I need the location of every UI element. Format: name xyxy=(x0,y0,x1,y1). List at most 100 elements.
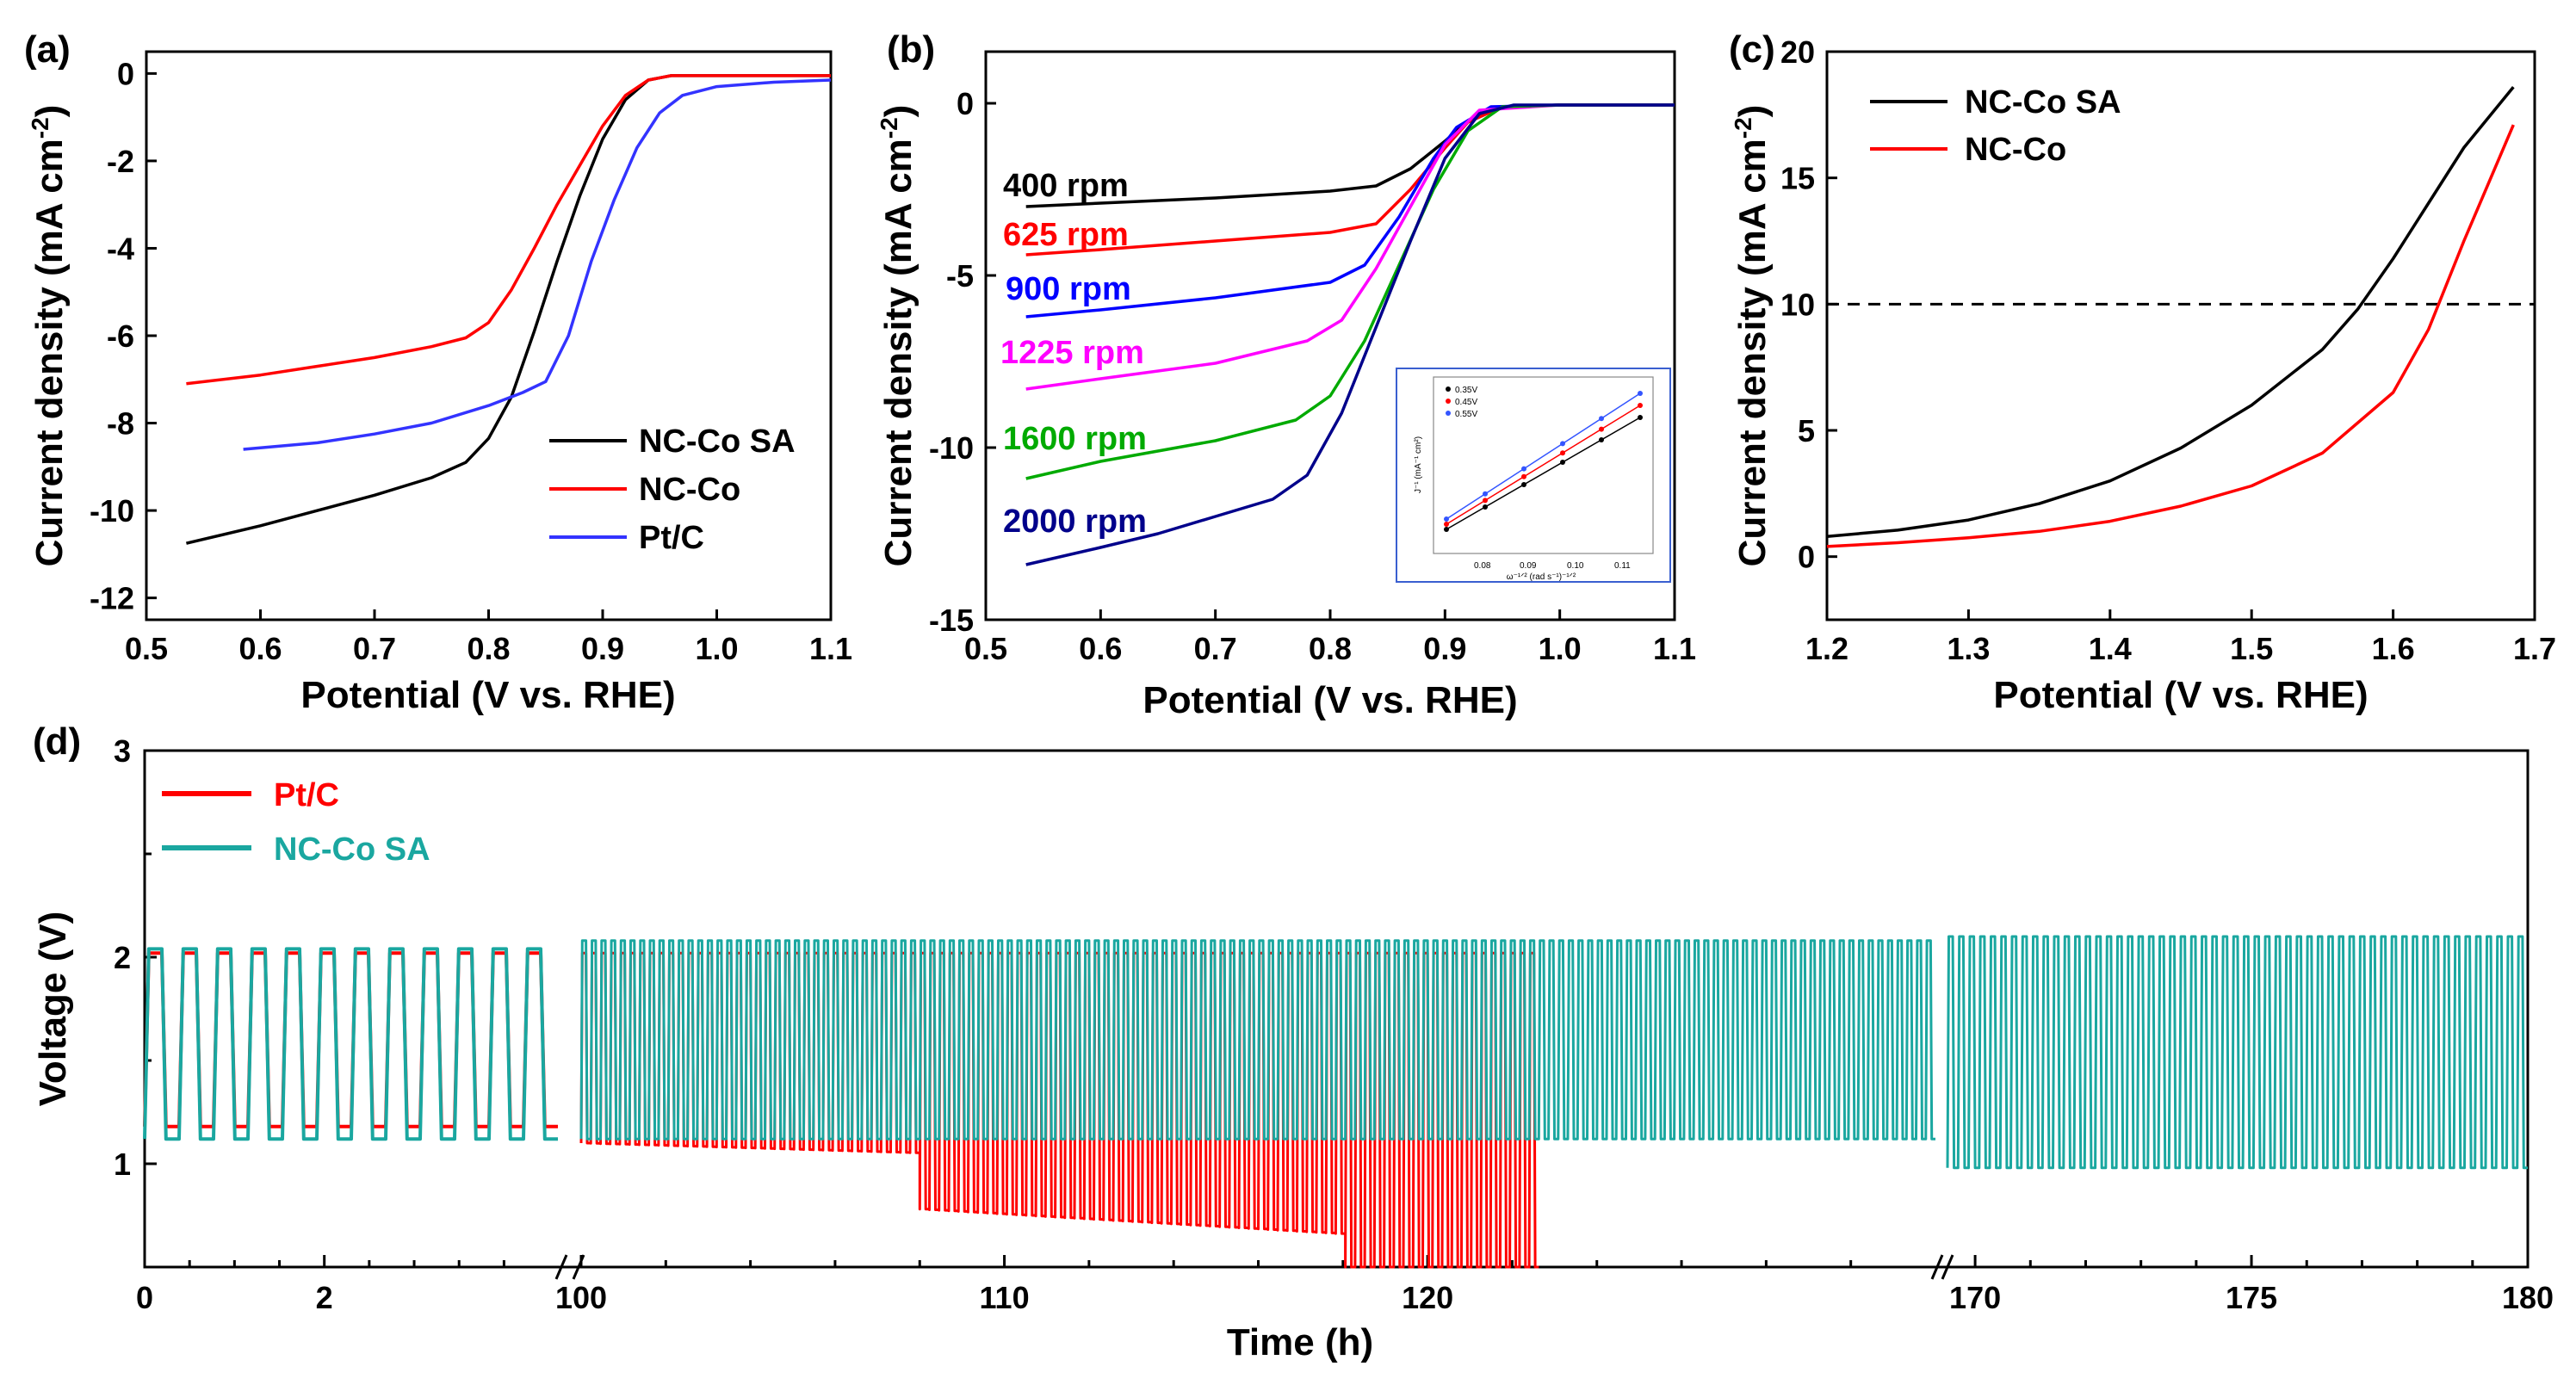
panel-d-ticks: 1 2 3 0 2 100 110 120 170 175 180 xyxy=(114,733,2554,1315)
xtick-label: 1.3 xyxy=(1947,631,1990,666)
panel-d-ylabel: Voltage (V) xyxy=(32,912,74,1107)
panel-a: (a) 0.5 0.6 0.7 0.8 0.9 1.0 1.1 0 -2 -4 -6 -8 -10 -12… xyxy=(24,28,852,716)
xtick-label: 175 xyxy=(2226,1280,2277,1315)
panel-a-xlabel: Potential (V vs. RHE) xyxy=(300,674,675,716)
xtick-label: 0.7 xyxy=(1194,631,1237,666)
xtick-label: 2 xyxy=(316,1280,333,1315)
legend-label-nc-co: NC-Co xyxy=(639,472,740,508)
inset-xtick-2: 0.09 xyxy=(1520,561,1537,571)
series-line-nc-co-sa xyxy=(1826,85,2515,538)
ytick-label: -15 xyxy=(929,603,974,638)
ytick-label: 3 xyxy=(114,733,131,769)
legend-label-pt-c-d: Pt/C xyxy=(274,777,339,813)
panel-c: (c) 1.2 1.3 1.4 1.5 1.6 1.7 0 5 10 15 20 Potential… xyxy=(1729,28,2556,716)
inset-plot-area xyxy=(1433,376,1654,554)
rpm-label-1600: 1600 rpm xyxy=(1003,421,1147,457)
panel-b-series xyxy=(1025,103,1675,566)
panel-a-label: (a) xyxy=(24,28,71,71)
series-nc-co-sa-seg2 xyxy=(579,939,1935,1141)
axis-break-mark xyxy=(572,1254,585,1280)
ytick-label: 20 xyxy=(1780,34,1815,70)
inset-legend-marker-2 xyxy=(1446,399,1451,404)
rpm-label-2000: 2000 rpm xyxy=(1003,504,1147,540)
xtick-label: 1.1 xyxy=(1653,631,1696,666)
ytick-label: -4 xyxy=(107,231,134,266)
panel-c-xlabel: Potential (V vs. RHE) xyxy=(1993,674,2368,716)
axis-break-mark xyxy=(554,1254,568,1280)
xtick-label: 0.9 xyxy=(1423,631,1466,666)
ytick-label: -2 xyxy=(107,144,134,179)
series-line-pt-c xyxy=(243,78,832,451)
panel-b-ylabel: Current density (mA cm-2) xyxy=(876,105,920,567)
xtick-label: 1.1 xyxy=(809,631,852,666)
inset-legend-2: 0.45V xyxy=(1455,398,1477,407)
inset-point xyxy=(1560,441,1565,447)
inset-point xyxy=(1444,522,1449,527)
legend-label-pt-c: Pt/C xyxy=(639,520,704,556)
inset-xtick-3: 0.10 xyxy=(1567,561,1584,571)
inset-point xyxy=(1444,527,1449,532)
xtick-label: 1.6 xyxy=(2372,631,2415,666)
inset-point xyxy=(1483,498,1488,504)
xtick-label: 120 xyxy=(1402,1280,1453,1315)
xtick-label: 1.7 xyxy=(2513,631,2556,666)
panel-a-ticks: 0.5 0.6 0.7 0.8 0.9 1.0 1.1 0 -2 -4 -6 -8 -10 -12 xyxy=(90,56,852,666)
panel-a-legend: NC-Co SA NC-Co Pt/C xyxy=(549,423,796,556)
ytick-label: 5 xyxy=(1798,413,1815,448)
inset-fit-line xyxy=(1446,417,1641,530)
xtick-label: 0.6 xyxy=(238,631,282,666)
inset-point xyxy=(1521,466,1526,472)
inset-point xyxy=(1483,491,1488,497)
panel-b-xlabel: Potential (V vs. RHE) xyxy=(1142,679,1517,721)
xtick-label: 110 xyxy=(980,1280,1030,1315)
panel-d-label: (d) xyxy=(33,720,81,763)
panel-a-frame xyxy=(145,50,833,621)
ytick-label: -10 xyxy=(90,493,134,529)
panel-c-ylabel: Current density (mA cm-2) xyxy=(1730,105,1774,567)
ytick-label: 2 xyxy=(114,940,131,975)
inset-point xyxy=(1638,415,1643,420)
rpm-label-625: 625 rpm xyxy=(1003,217,1129,253)
rpm-label-900: 900 rpm xyxy=(1006,271,1131,307)
rpm-label-1225: 1225 rpm xyxy=(1000,335,1144,371)
ytick-label: 0 xyxy=(117,56,134,91)
inset-point xyxy=(1560,450,1565,456)
inset-legend-3: 0.55V xyxy=(1455,410,1477,419)
xtick-label: 1.2 xyxy=(1805,631,1848,666)
inset-fit-line xyxy=(1446,405,1641,525)
xtick-label: 0.8 xyxy=(1309,631,1352,666)
inset-point xyxy=(1599,426,1604,432)
inset-point xyxy=(1483,504,1488,510)
xtick-label: 180 xyxy=(2502,1280,2554,1315)
xtick-label: 0.9 xyxy=(581,631,624,666)
xtick-label: 1.4 xyxy=(2089,631,2132,666)
inset-point xyxy=(1638,391,1643,396)
panel-c-ticks: 1.2 1.3 1.4 1.5 1.6 1.7 0 5 10 15 20 xyxy=(1780,34,2556,666)
inset-point xyxy=(1444,516,1449,522)
inset-point xyxy=(1599,416,1604,422)
panel-b-inset: 0.08 0.09 0.10 0.11 ω⁻¹ᐟ² (rad s⁻¹)⁻¹ᐟ² … xyxy=(1396,368,1671,583)
series-line-nc-co xyxy=(186,74,831,386)
ytick-label: 1 xyxy=(114,1147,131,1182)
ytick-label: -6 xyxy=(107,318,134,354)
inset-fit-line xyxy=(1446,393,1641,520)
panel-d-series xyxy=(143,935,2528,1269)
xtick-label: 1.0 xyxy=(695,631,738,666)
series-nc-co-sa-seg3 xyxy=(1946,935,2528,1170)
inset-ylabel: J⁻¹ (mA⁻¹ cm²) xyxy=(1414,436,1423,493)
ytick-label: -8 xyxy=(107,406,134,442)
series-nc-co-sa-seg1 xyxy=(143,947,558,1141)
xtick-label: 0.5 xyxy=(964,631,1007,666)
inset-point xyxy=(1560,460,1565,465)
panel-c-series xyxy=(1826,85,2535,548)
panel-b-label: (b) xyxy=(887,28,935,71)
panel-a-ylabel: Current density (mA cm-2) xyxy=(27,105,71,567)
ytick-label: 0 xyxy=(1798,540,1815,575)
ytick-label: -10 xyxy=(929,430,974,466)
legend-label-nc-co-sa-d: NC-Co SA xyxy=(274,832,430,868)
ytick-label: 0 xyxy=(957,86,974,121)
ytick-label: -5 xyxy=(946,258,974,294)
inset-point xyxy=(1521,473,1526,479)
xtick-label: 100 xyxy=(555,1280,607,1315)
